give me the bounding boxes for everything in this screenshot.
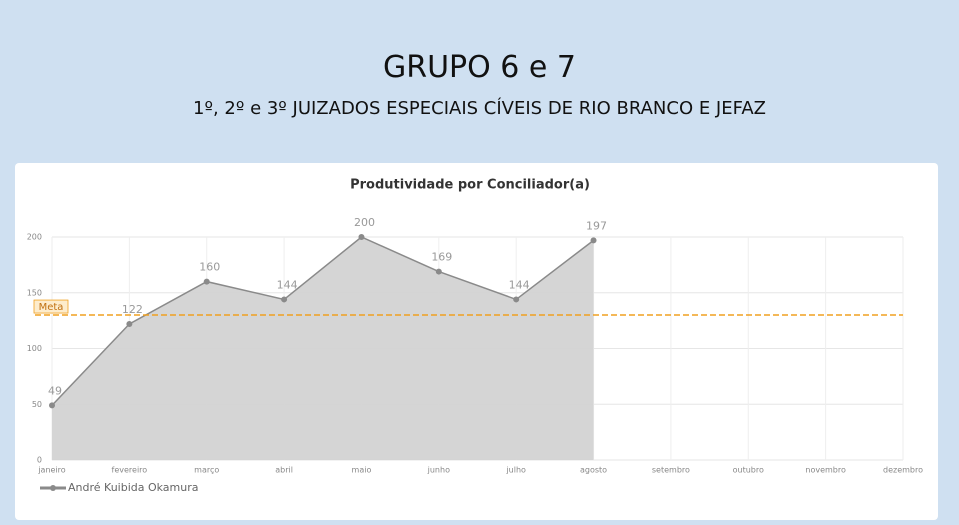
- x-tick-label: maio: [352, 466, 372, 475]
- area: [52, 237, 594, 460]
- x-tick-label: setembro: [652, 466, 690, 475]
- point: [513, 296, 520, 303]
- page-subtitle: 1º, 2º e 3º JUIZADOS ESPECIAIS CÍVEIS DE…: [193, 98, 766, 119]
- x-tick-label: abril: [275, 466, 293, 475]
- point: [203, 278, 210, 285]
- y-tick-label: 50: [32, 400, 42, 409]
- point: [49, 402, 55, 409]
- target-box: [33, 299, 69, 314]
- x-tick-label: novembro: [805, 466, 846, 475]
- data-label: 160: [199, 261, 220, 274]
- legend-label: André Kuibida Okamura: [68, 481, 199, 494]
- data-label: 197: [586, 219, 607, 232]
- y-tick-label: 200: [27, 233, 42, 242]
- data-label: 49: [48, 384, 62, 397]
- data-label: 144: [277, 278, 298, 291]
- point: [126, 320, 133, 327]
- x-tick-label: fevereiro: [112, 466, 148, 475]
- point: [435, 268, 442, 275]
- target-label: Meta: [39, 302, 64, 313]
- point: [281, 296, 288, 303]
- data-label: 169: [431, 251, 452, 264]
- data-label: 122: [122, 303, 143, 316]
- point: [590, 237, 597, 244]
- x-tick-label: agosto: [580, 466, 607, 475]
- data-label: 144: [509, 278, 530, 291]
- point: [358, 234, 365, 240]
- x-tick-label: dezembro: [883, 466, 923, 475]
- y-tick-label: 150: [27, 288, 42, 297]
- line: [51, 236, 595, 406]
- x-tick-label: julho: [505, 466, 526, 475]
- y-tick-label: 0: [37, 456, 42, 465]
- y-tick-label: 100: [27, 344, 42, 353]
- x-tick-label: outubro: [733, 466, 764, 475]
- legend-dot: [50, 485, 56, 491]
- x-tick-label: junho: [427, 466, 450, 475]
- page-title: GRUPO 6 e 7: [383, 50, 576, 85]
- x-tick-label: março: [194, 466, 219, 475]
- data-label: 200: [354, 216, 375, 229]
- chart-title: Produtividade por Conciliador(a): [350, 178, 590, 193]
- x-tick-label: janeiro: [37, 466, 65, 475]
